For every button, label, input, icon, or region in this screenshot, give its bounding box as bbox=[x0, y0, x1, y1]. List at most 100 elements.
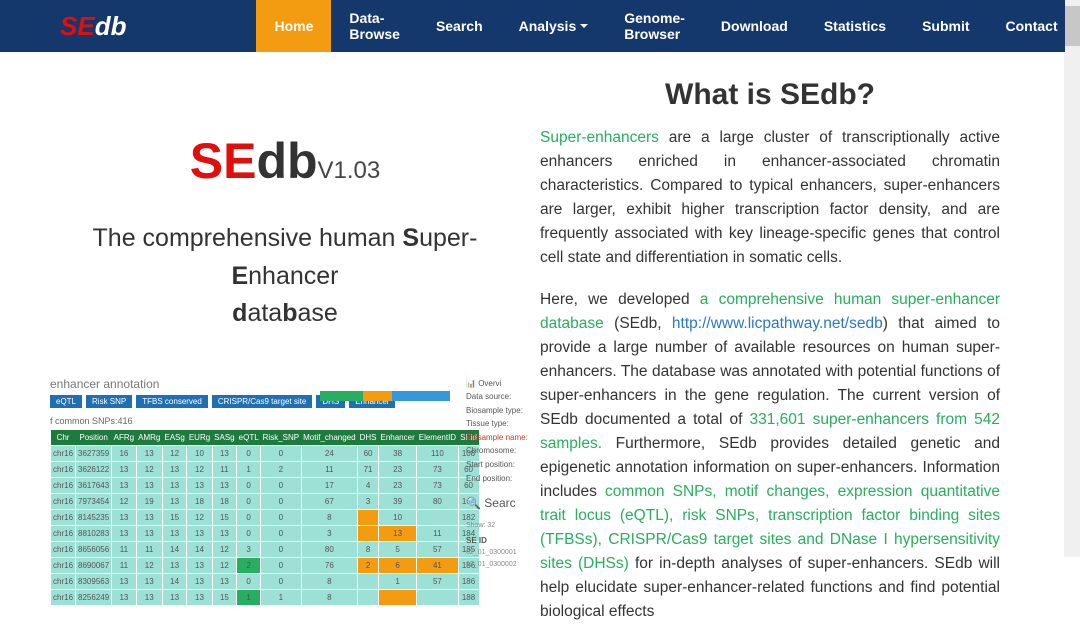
table-cell: 13 bbox=[112, 509, 136, 525]
table-cell: 12 bbox=[187, 461, 212, 477]
table-cell: chr16 bbox=[51, 589, 76, 605]
table-cell: 13 bbox=[162, 525, 186, 541]
nav-item-search[interactable]: Search bbox=[418, 0, 501, 52]
nav-item-submit[interactable]: Submit bbox=[904, 0, 987, 52]
table-cell: 13 bbox=[162, 493, 186, 509]
table-cell: 0 bbox=[237, 509, 261, 525]
table-cell: 4 bbox=[358, 477, 379, 493]
table-cell: 13 bbox=[136, 573, 162, 589]
brand-db: db bbox=[95, 11, 127, 41]
table-cell: 0 bbox=[237, 445, 261, 461]
hero-title: SEdbV1.03 bbox=[50, 132, 520, 190]
nav-item-contact[interactable]: Contact bbox=[988, 0, 1076, 52]
table-cell: 41 bbox=[417, 557, 458, 573]
table-cell: 110 bbox=[417, 445, 458, 461]
preview-sub: f common SNPs:416 bbox=[50, 416, 520, 426]
table-cell: 0 bbox=[261, 493, 301, 509]
table-cell: 12 bbox=[162, 445, 186, 461]
table-cell: 0 bbox=[261, 509, 301, 525]
link-super-enhancers[interactable]: Super-enhancers bbox=[540, 129, 659, 146]
nav-item-home[interactable]: Home bbox=[256, 0, 331, 52]
table-cell: 13 bbox=[136, 525, 162, 541]
main: SEdbV1.03 The comprehensive human Super-… bbox=[0, 52, 1065, 642]
table-cell: 1 bbox=[261, 589, 301, 605]
table-header: EURg bbox=[187, 430, 212, 446]
table-cell: 57 bbox=[417, 573, 458, 589]
table-cell: 67 bbox=[301, 493, 357, 509]
hero-version: V1.03 bbox=[318, 157, 381, 184]
table-cell: 1 bbox=[237, 589, 261, 605]
table-cell: 0 bbox=[261, 445, 301, 461]
table-cell: chr16 bbox=[51, 525, 76, 541]
tag[interactable]: CRISPR/Cas9 target site bbox=[212, 395, 312, 408]
table-cell: 13 bbox=[187, 573, 212, 589]
table-cell: 12 bbox=[112, 493, 136, 509]
table-cell: 80 bbox=[417, 493, 458, 509]
hero-nhancer: nhancer bbox=[248, 262, 338, 290]
table-header: AMRg bbox=[136, 430, 162, 446]
table-cell: 39 bbox=[378, 493, 416, 509]
side-label: Biosample type: bbox=[466, 404, 526, 418]
table-cell bbox=[358, 573, 379, 589]
nav-item-analysis[interactable]: Analysis bbox=[501, 0, 607, 52]
nav-item-help[interactable]: Help bbox=[1076, 0, 1080, 52]
nav-item-statistics[interactable]: Statistics bbox=[806, 0, 904, 52]
table-cell: 12 bbox=[187, 509, 212, 525]
table-row: chr1683095631313141313008157186 bbox=[51, 573, 480, 589]
tag[interactable]: Risk SNP bbox=[86, 395, 132, 408]
table-cell: chr16 bbox=[51, 541, 76, 557]
table-cell: 1 bbox=[378, 573, 416, 589]
table-row: chr168690067111213131220762641186 bbox=[51, 557, 480, 573]
table-cell: 3 bbox=[301, 525, 357, 541]
table-cell: 10 bbox=[187, 445, 212, 461]
table-cell: 13 bbox=[112, 525, 136, 541]
table-cell: 13 bbox=[136, 445, 162, 461]
table-cell: 11 bbox=[212, 461, 236, 477]
table-cell: 13 bbox=[112, 573, 136, 589]
table-cell: 15 bbox=[212, 509, 236, 525]
table-cell: 13 bbox=[112, 477, 136, 493]
table-cell: 13 bbox=[112, 589, 136, 605]
table-cell: chr16 bbox=[51, 461, 76, 477]
table-cell: 57 bbox=[417, 541, 458, 557]
preview-panel: enhancer annotation eQTL Risk SNP TFBS con… bbox=[50, 377, 520, 606]
tag[interactable]: TFBS conserved bbox=[136, 395, 208, 408]
table-cell: 2 bbox=[261, 461, 301, 477]
link-url[interactable]: http://www.licpathway.net/sedb bbox=[672, 315, 883, 332]
table-header: Risk_SNP bbox=[261, 430, 301, 446]
table-cell: chr16 bbox=[51, 509, 76, 525]
table-cell: 11 bbox=[301, 461, 357, 477]
table-cell: 13 bbox=[212, 525, 236, 541]
table-header: DHS bbox=[358, 430, 379, 446]
section-title: What is SEdb? bbox=[540, 78, 1000, 112]
table-cell: 11 bbox=[112, 557, 136, 573]
table-cell: 3 bbox=[358, 493, 379, 509]
table-cell: 14 bbox=[162, 573, 186, 589]
search-icon[interactable]: 🔍 Searc bbox=[466, 493, 516, 513]
table-row: chr16881028313131313130031311184 bbox=[51, 525, 480, 541]
preview-table: ChrPositionAFRgAMRgEASgEURgSASgeQTLRisk_… bbox=[50, 430, 480, 606]
preview-label: enhancer annotation bbox=[50, 377, 520, 391]
table-cell: chr16 bbox=[51, 557, 76, 573]
table-cell: 8 bbox=[301, 509, 357, 525]
nav-item-databrowse[interactable]: Data-Browse bbox=[331, 0, 418, 52]
nav-item-download[interactable]: Download bbox=[703, 0, 806, 52]
nav-item-genomebrowser[interactable]: Genome-Browser bbox=[606, 0, 703, 52]
table-cell: 8690067 bbox=[76, 557, 112, 573]
table-cell: chr16 bbox=[51, 573, 76, 589]
brand-logo[interactable]: SEdb bbox=[60, 11, 126, 42]
table-cell: 8656056 bbox=[76, 541, 112, 557]
tag[interactable]: eQTL bbox=[50, 395, 82, 408]
table-cell: 13 bbox=[162, 557, 186, 573]
table-cell: 0 bbox=[237, 477, 261, 493]
table-cell: 0 bbox=[261, 541, 301, 557]
table-cell: 1 bbox=[237, 461, 261, 477]
table-cell: 13 bbox=[187, 477, 212, 493]
table-cell: 13 bbox=[112, 461, 136, 477]
overview-label: 📊 Overvi bbox=[466, 377, 526, 391]
table-cell: 3627359 bbox=[76, 445, 112, 461]
page-scrollbar[interactable] bbox=[1064, 0, 1080, 557]
hero-b: b bbox=[282, 299, 297, 327]
table-cell: 2 bbox=[358, 557, 379, 573]
table-cell: 0 bbox=[237, 573, 261, 589]
